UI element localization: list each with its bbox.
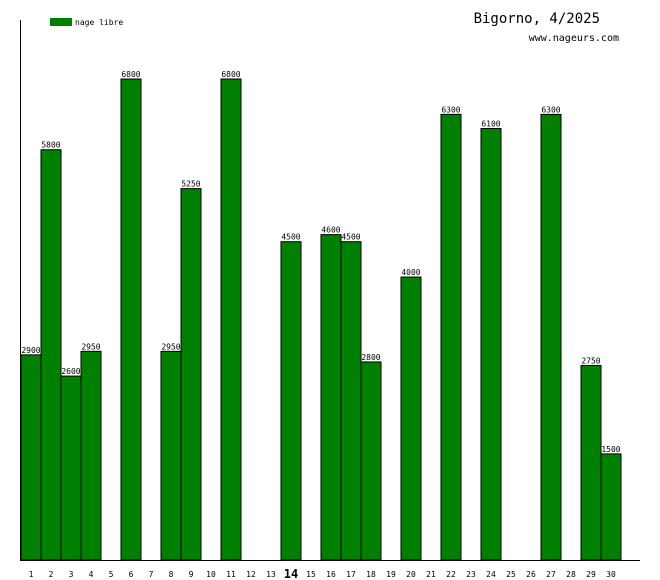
x-tick-label-27: 27 [546,570,556,579]
x-tick-label-1: 1 [29,570,34,579]
x-tick-label-24: 24 [486,570,496,579]
bar-day-18 [360,361,382,561]
x-tick-label-6: 6 [129,570,134,579]
bar-day-14 [280,241,302,561]
x-tick-label-22: 22 [446,570,456,579]
legend: nage libre [50,18,123,27]
bar-day-24 [480,128,502,561]
value-label-day-2: 5800 [41,141,60,150]
value-label-day-18: 2800 [361,353,380,362]
value-labels-group: 2900580026002950680029505250680045004600… [21,70,620,454]
value-label-day-20: 4000 [401,268,420,277]
value-label-day-16: 4600 [321,226,340,235]
x-tick-label-15: 15 [306,570,316,579]
x-tick-label-11: 11 [226,570,236,579]
value-label-day-6: 6800 [121,70,140,79]
x-tick-label-8: 8 [169,570,174,579]
legend-label: nage libre [75,18,123,27]
bar-day-3 [60,375,82,561]
bar-day-29 [580,364,602,561]
bar-day-27 [540,113,562,561]
x-tick-label-3: 3 [69,570,74,579]
value-label-day-30: 1500 [601,445,620,454]
value-label-day-14: 4500 [281,233,300,242]
value-label-day-17: 4500 [341,233,360,242]
bar-day-4 [80,350,102,561]
bars-group [20,78,622,561]
bar-day-6 [120,78,142,561]
x-tick-label-9: 9 [189,570,194,579]
x-tick-label-14: 14 [284,567,298,580]
x-tick-label-20: 20 [406,570,416,579]
x-tick-label-16: 16 [326,570,336,579]
value-label-day-29: 2750 [581,356,600,365]
x-tick-label-17: 17 [346,570,356,579]
bar-day-11 [220,78,242,561]
value-label-day-8: 2950 [161,342,180,351]
x-tick-label-29: 29 [586,570,596,579]
value-label-day-11: 6800 [221,70,240,79]
x-tick-label-13: 13 [266,570,276,579]
bar-day-17 [340,241,362,561]
bar-day-22 [440,113,462,561]
bar-day-2 [40,149,62,561]
bar-day-9 [180,188,202,561]
value-label-day-4: 2950 [81,342,100,351]
x-tick-label-28: 28 [566,570,576,579]
x-tick-label-7: 7 [149,570,154,579]
x-tick-label-23: 23 [466,570,476,579]
bar-day-20 [400,276,422,561]
x-tick-label-18: 18 [366,570,376,579]
value-label-day-1: 2900 [21,346,40,355]
x-tick-label-5: 5 [109,570,114,579]
value-label-day-22: 6300 [441,105,460,114]
x-tick-label-19: 19 [386,570,396,579]
value-label-day-9: 5250 [181,180,200,189]
x-tick-labels-group: 1 2 3 4 5 6 7 8 9 10 11 12 13 14 15 16 17 18 19 20 21 22 23 24 2… [29,567,616,580]
value-label-day-3: 2600 [61,367,80,376]
chart-title: Bigorno, 4/2025 [474,11,600,27]
value-label-day-27: 6300 [541,105,560,114]
x-tick-label-12: 12 [246,570,256,579]
bar-day-8 [160,350,182,561]
chart-subtitle: www.nageurs.com [529,33,619,44]
x-tick-label-25: 25 [506,570,516,579]
x-tick-label-30: 30 [606,570,616,579]
legend-swatch [50,18,72,26]
x-tick-label-21: 21 [426,570,436,579]
x-tick-label-10: 10 [206,570,216,579]
value-label-day-24: 6100 [481,120,500,129]
bar-day-16 [320,234,342,561]
bar-day-30 [600,453,622,561]
bar-day-1 [20,354,42,561]
x-tick-label-2: 2 [49,570,54,579]
x-tick-label-4: 4 [89,570,94,579]
x-tick-label-26: 26 [526,570,536,579]
